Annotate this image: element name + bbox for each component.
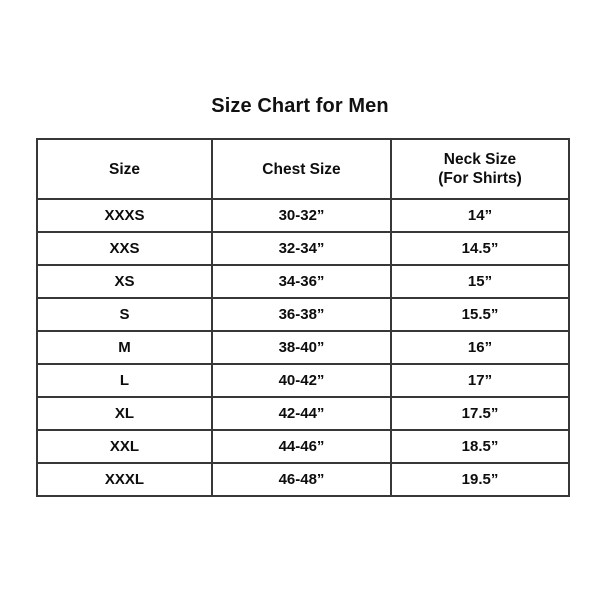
- cell-neck: 17”: [390, 363, 570, 398]
- table-row: XS 34-36” 15”: [36, 264, 570, 299]
- cell-chest: 46-48”: [211, 462, 392, 497]
- cell-chest: 42-44”: [211, 396, 392, 431]
- table-header-row: Size Chest Size Neck Size (For Shirts): [36, 138, 570, 200]
- cell-size: S: [36, 297, 213, 332]
- cell-neck: 16”: [390, 330, 570, 365]
- cell-chest: 36-38”: [211, 297, 392, 332]
- cell-chest: 44-46”: [211, 429, 392, 464]
- cell-size: XXS: [36, 231, 213, 266]
- column-header-size-label: Size: [108, 160, 140, 178]
- size-chart-table: Size Chest Size Neck Size (For Shirts) X…: [36, 138, 570, 497]
- cell-chest: 40-42”: [211, 363, 392, 398]
- cell-size: L: [36, 363, 213, 398]
- cell-chest: 32-34”: [211, 231, 392, 266]
- cell-chest: 38-40”: [211, 330, 392, 365]
- table-row: XXXS 30-32” 14”: [36, 198, 570, 233]
- table-row: XXS 32-34” 14.5”: [36, 231, 570, 266]
- size-chart-table-container: Size Chest Size Neck Size (For Shirts) X…: [36, 138, 570, 497]
- cell-neck: 17.5”: [390, 396, 570, 431]
- table-body: XXXS 30-32” 14” XXS 32-34” 14.5” XS 34-3…: [36, 198, 570, 497]
- column-header-chest-size-label: Chest Size: [262, 160, 341, 178]
- cell-neck: 19.5”: [390, 462, 570, 497]
- table-row: L 40-42” 17”: [36, 363, 570, 398]
- cell-neck: 15.5”: [390, 297, 570, 332]
- cell-chest: 34-36”: [211, 264, 392, 299]
- cell-neck: 15”: [390, 264, 570, 299]
- column-header-neck-size-sublabel: (For Shirts): [438, 170, 522, 187]
- column-header-size: Size: [36, 138, 213, 200]
- table-header: Size Chest Size Neck Size (For Shirts): [36, 138, 570, 200]
- cell-size: XXXL: [36, 462, 213, 497]
- table-row: S 36-38” 15.5”: [36, 297, 570, 332]
- table-row: XXL 44-46” 18.5”: [36, 429, 570, 464]
- table-row: M 38-40” 16”: [36, 330, 570, 365]
- cell-neck: 14.5”: [390, 231, 570, 266]
- cell-size: XXL: [36, 429, 213, 464]
- cell-neck: 18.5”: [390, 429, 570, 464]
- cell-size: XL: [36, 396, 213, 431]
- column-header-neck-size-label: Neck Size: [443, 151, 517, 168]
- cell-neck: 14”: [390, 198, 570, 233]
- cell-chest: 30-32”: [211, 198, 392, 233]
- page-title: Size Chart for Men: [211, 95, 389, 117]
- column-header-chest-size: Chest Size: [211, 138, 392, 200]
- table-row: XXXL 46-48” 19.5”: [36, 462, 570, 497]
- column-header-neck-size: Neck Size (For Shirts): [390, 138, 570, 200]
- cell-size: XS: [36, 264, 213, 299]
- cell-size: XXXS: [36, 198, 213, 233]
- cell-size: M: [36, 330, 213, 365]
- table-row: XL 42-44” 17.5”: [36, 396, 570, 431]
